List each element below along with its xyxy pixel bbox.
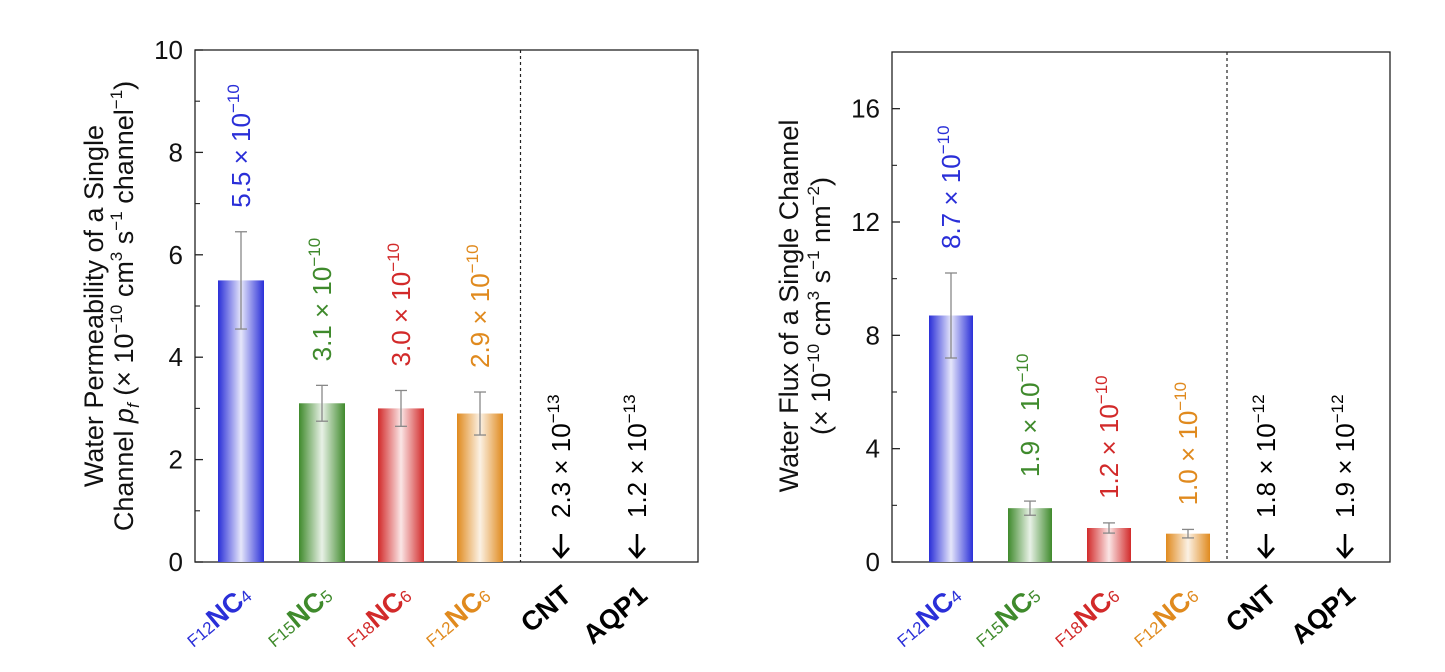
down-arrow-head — [1257, 547, 1275, 559]
bar-F15NC5 — [1008, 508, 1052, 562]
y-tick-label: 2 — [169, 445, 183, 475]
category-label-F12NC6: F12NC6 — [417, 580, 496, 653]
bar-F18NC6 — [378, 408, 424, 562]
plot-frame — [891, 51, 1391, 563]
category-label-F15NC5: F15NC5 — [967, 580, 1046, 653]
down-arrow-head — [628, 547, 646, 559]
plot-area: 0 4 8 12 16 8.7 × 10−10 F12NC4 1.9 × 10−10 F15NC… — [851, 51, 1391, 653]
value-label-CNT: 2.3 × 10−13 — [544, 394, 576, 518]
y-tick-label: 4 — [866, 434, 880, 464]
chart-water-flux: Water Flux of a Single Channel (× 10−10 … — [774, 51, 1391, 653]
down-arrow-head — [1336, 547, 1354, 559]
category-label-F15NC5: F15NC5 — [259, 580, 338, 653]
value-label-F18NC6: 3.0 × 10−10 — [384, 243, 416, 367]
down-arrow-head — [552, 547, 570, 559]
value-label-F18NC6: 1.2 × 10−10 — [1092, 375, 1124, 499]
y-tick-label: 6 — [169, 240, 183, 270]
category-label-AQP1: AQP1 — [577, 580, 653, 650]
value-label-F12NC6: 2.9 × 10−10 — [463, 244, 495, 368]
category-label-F12NC4: F12NC4 — [888, 580, 967, 653]
y-tick-label: 8 — [169, 137, 183, 167]
value-label-F15NC5: 3.1 × 10−10 — [305, 238, 337, 362]
category-label-F12NC4: F12NC4 — [178, 580, 257, 653]
y-tick-label: 12 — [851, 207, 880, 237]
value-label-F12NC4: 8.7 × 10−10 — [934, 125, 966, 249]
plot-area: 0 2 4 6 8 10 5.5 × 10−10 F12NC4 3.1 × 10−10 F15NC… — [154, 35, 699, 653]
category-label-F12NC6: F12NC6 — [1125, 580, 1204, 653]
category-label-CNT: CNT — [1220, 579, 1282, 638]
bar-F12NC6 — [457, 413, 503, 562]
y-tick-label: 0 — [169, 547, 183, 577]
value-label-CNT: 1.8 × 10−12 — [1249, 394, 1281, 518]
y-axis-label-line1: Water Permeability of a Single — [79, 125, 109, 487]
y-tick-label: 16 — [851, 94, 880, 124]
category-label-F18NC6: F18NC6 — [1046, 580, 1125, 653]
y-tick-label: 4 — [169, 342, 183, 372]
category-label-F18NC6: F18NC6 — [338, 580, 417, 653]
y-tick-label: 8 — [866, 320, 880, 350]
y-axis-label-line1: Water Flux of a Single Channel — [774, 120, 804, 493]
bar-F15NC5 — [299, 403, 345, 562]
y-axis-label-line2: (× 10−10 cm3 s−1 nm−2) — [804, 177, 836, 435]
value-label-F15NC5: 1.9 × 10−10 — [1013, 354, 1045, 478]
chart-water-permeability: Water Permeability of a Single Channel p… — [79, 35, 699, 653]
y-tick-label: 10 — [154, 35, 183, 65]
value-label-AQP1: 1.2 × 10−13 — [620, 394, 652, 518]
value-label-F12NC4: 5.5 × 10−10 — [224, 84, 256, 208]
category-label-AQP1: AQP1 — [1285, 580, 1361, 650]
y-tick-label: 0 — [866, 547, 880, 577]
value-label-F12NC6: 1.0 × 10−10 — [1171, 382, 1203, 506]
value-label-AQP1: 1.9 × 10−12 — [1328, 394, 1360, 518]
y-axis-label-line2: Channel pf (× 10−10 cm3 s−1 channel−1) — [107, 81, 143, 531]
category-label-CNT: CNT — [515, 579, 577, 638]
